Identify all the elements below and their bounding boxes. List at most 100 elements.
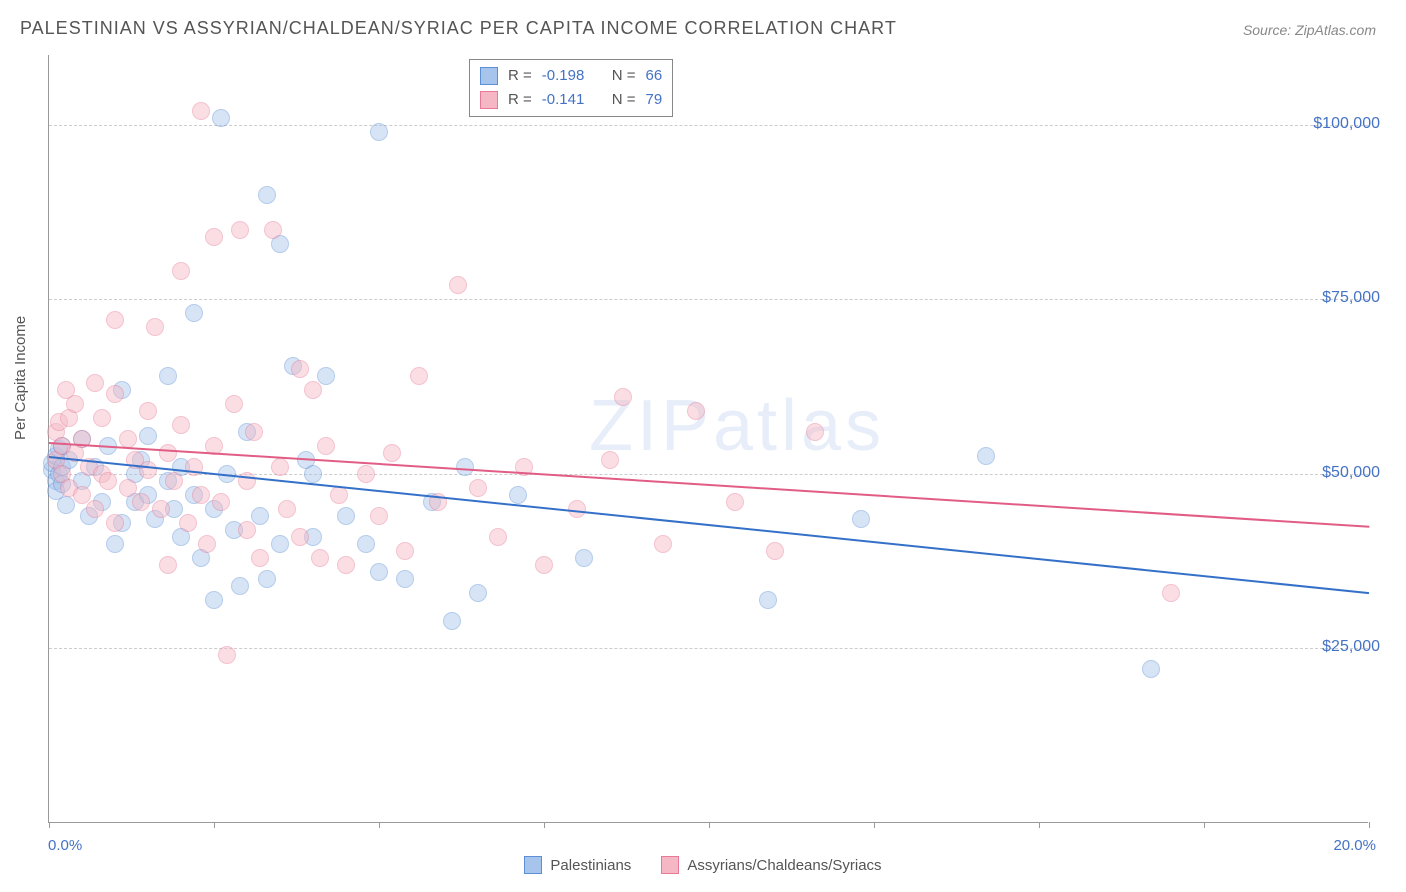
data-point xyxy=(766,542,784,560)
data-point xyxy=(317,367,335,385)
data-point xyxy=(311,549,329,567)
data-point xyxy=(258,570,276,588)
legend-label: Palestinians xyxy=(550,857,631,874)
data-point xyxy=(212,109,230,127)
data-point xyxy=(291,360,309,378)
data-point xyxy=(489,528,507,546)
data-point xyxy=(106,514,124,532)
data-point xyxy=(977,447,995,465)
data-point xyxy=(575,549,593,567)
legend-label: Assyrians/Chaldeans/Syriacs xyxy=(687,857,881,874)
chart-source: Source: ZipAtlas.com xyxy=(1243,22,1376,38)
data-point xyxy=(759,591,777,609)
y-tick-label: $75,000 xyxy=(1322,289,1380,307)
data-point xyxy=(165,472,183,490)
x-tick xyxy=(49,822,50,828)
data-point xyxy=(159,367,177,385)
data-point xyxy=(212,493,230,511)
data-point xyxy=(205,228,223,246)
n-value: 66 xyxy=(646,64,663,88)
r-label: R = xyxy=(508,88,532,112)
data-point xyxy=(218,646,236,664)
data-point xyxy=(106,311,124,329)
data-point xyxy=(291,528,309,546)
grid-line xyxy=(49,648,1368,649)
data-point xyxy=(317,437,335,455)
chart-title: PALESTINIAN VS ASSYRIAN/CHALDEAN/SYRIAC … xyxy=(20,18,897,39)
x-tick xyxy=(1039,822,1040,828)
legend-item-assyrians: Assyrians/Chaldeans/Syriacs xyxy=(661,856,881,874)
legend-bottom: Palestinians Assyrians/Chaldeans/Syriacs xyxy=(0,856,1406,874)
data-point xyxy=(601,451,619,469)
data-point xyxy=(172,262,190,280)
data-point xyxy=(370,507,388,525)
watermark: ZIPatlas xyxy=(589,385,885,467)
swatch-icon xyxy=(524,856,542,874)
data-point xyxy=(271,458,289,476)
y-tick-label: $50,000 xyxy=(1322,464,1380,482)
data-point xyxy=(271,535,289,553)
correlation-box: R =-0.198N =66R =-0.141N =79 xyxy=(469,59,673,117)
y-axis-label: Per Capita Income xyxy=(12,316,29,440)
data-point xyxy=(231,577,249,595)
data-point xyxy=(337,556,355,574)
x-min-label: 0.0% xyxy=(48,837,82,854)
data-point xyxy=(726,493,744,511)
data-point xyxy=(198,535,216,553)
data-point xyxy=(396,570,414,588)
data-point xyxy=(86,374,104,392)
data-point xyxy=(205,591,223,609)
data-point xyxy=(132,493,150,511)
data-point xyxy=(1162,584,1180,602)
data-point xyxy=(278,500,296,518)
data-point xyxy=(264,221,282,239)
data-point xyxy=(139,402,157,420)
x-tick xyxy=(1369,822,1370,828)
swatch-icon xyxy=(480,67,498,85)
correlation-row: R = -0.198 N = 66 xyxy=(480,64,662,88)
data-point xyxy=(357,535,375,553)
data-point xyxy=(159,444,177,462)
y-tick-label: $100,000 xyxy=(1313,115,1380,133)
x-max-label: 20.0% xyxy=(1333,837,1376,854)
r-label: R = xyxy=(508,64,532,88)
data-point xyxy=(245,423,263,441)
n-label: N = xyxy=(612,64,636,88)
data-point xyxy=(383,444,401,462)
data-point xyxy=(852,510,870,528)
legend-item-palestinians: Palestinians xyxy=(524,856,631,874)
data-point xyxy=(469,584,487,602)
data-point xyxy=(99,472,117,490)
data-point xyxy=(159,556,177,574)
data-point xyxy=(410,367,428,385)
data-point xyxy=(139,427,157,445)
data-point xyxy=(238,472,256,490)
data-point xyxy=(179,514,197,532)
data-point xyxy=(535,556,553,574)
data-point xyxy=(106,385,124,403)
data-point xyxy=(687,402,705,420)
data-point xyxy=(192,102,210,120)
data-point xyxy=(1142,660,1160,678)
swatch-icon xyxy=(661,856,679,874)
data-point xyxy=(152,500,170,518)
data-point xyxy=(396,542,414,560)
data-point xyxy=(66,395,84,413)
data-point xyxy=(86,500,104,518)
data-point xyxy=(304,381,322,399)
data-point xyxy=(185,304,203,322)
plot-area: ZIPatlas R =-0.198N =66R =-0.141N =79 xyxy=(48,55,1368,823)
y-tick-label: $25,000 xyxy=(1322,638,1380,656)
x-tick xyxy=(214,822,215,828)
data-point xyxy=(238,521,256,539)
r-value: -0.198 xyxy=(542,64,602,88)
data-point xyxy=(469,479,487,497)
data-point xyxy=(251,507,269,525)
data-point xyxy=(337,507,355,525)
grid-line xyxy=(49,125,1368,126)
swatch-icon xyxy=(480,91,498,109)
grid-line xyxy=(49,299,1368,300)
data-point xyxy=(93,409,111,427)
data-point xyxy=(192,486,210,504)
data-point xyxy=(304,465,322,483)
